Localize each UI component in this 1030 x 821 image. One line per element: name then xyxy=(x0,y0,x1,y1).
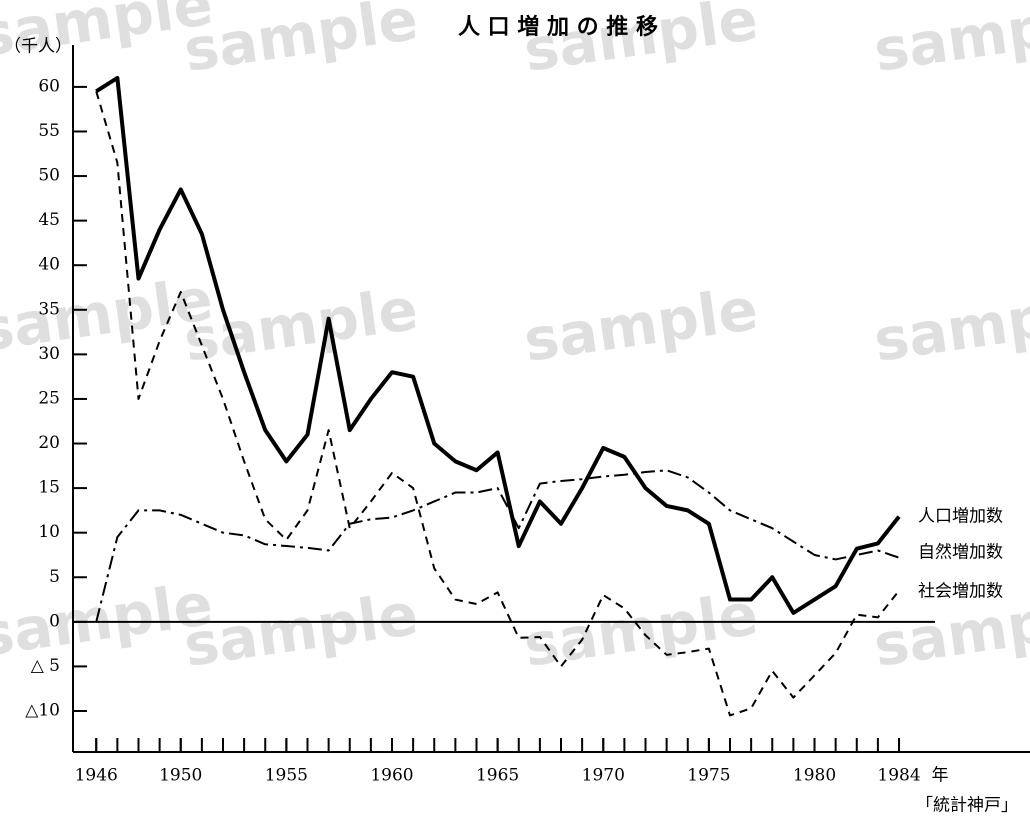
x-tick-label: 1984 xyxy=(877,766,920,786)
watermark: sample xyxy=(520,580,762,680)
series-label: 社会増加数 xyxy=(918,582,1003,602)
y-tick-label: 50 xyxy=(38,166,60,186)
y-tick-label: 25 xyxy=(38,388,60,408)
y-tick-label: 40 xyxy=(38,255,60,275)
watermark: sample xyxy=(870,0,1030,85)
series-line xyxy=(95,469,900,623)
y-tick-label: 55 xyxy=(38,121,60,141)
series-line xyxy=(95,75,901,615)
x-tick-label: 1975 xyxy=(687,766,730,786)
x-tick-label: 1970 xyxy=(582,766,625,786)
y-tick-label: 30 xyxy=(38,344,60,364)
series-label: 人口増加数 xyxy=(918,507,1003,527)
watermark: sample xyxy=(520,275,762,375)
x-tick-label: 1955 xyxy=(265,766,308,786)
y-tick-label: 0 xyxy=(49,611,60,631)
chart-title: 人 口 増 加 の 推 移 xyxy=(458,14,658,40)
y-tick-label: △10 xyxy=(25,700,60,720)
x-tick-label: 1960 xyxy=(370,766,413,786)
y-tick-label: 10 xyxy=(38,522,60,542)
watermark: sample xyxy=(0,0,217,70)
x-axis-suffix: 年 xyxy=(932,766,949,786)
y-tick-label: 60 xyxy=(38,76,60,96)
watermark: sample xyxy=(0,570,217,670)
y-tick-label: 45 xyxy=(38,210,60,230)
series-line xyxy=(95,91,900,717)
y-axis-label: （千人） xyxy=(4,37,72,57)
x-tick-label: 1946 xyxy=(75,766,118,786)
series-label: 自然増加数 xyxy=(918,543,1003,563)
watermark: sample xyxy=(180,0,422,85)
y-tick-label: 5 xyxy=(49,567,60,587)
watermark: sample xyxy=(520,0,762,85)
source: 「統計神戸」 xyxy=(916,796,1018,816)
y-tick-label: 15 xyxy=(38,478,60,498)
x-tick-label: 1965 xyxy=(476,766,519,786)
y-tick-label: 20 xyxy=(38,433,60,453)
x-tick-label: 1980 xyxy=(793,766,836,786)
watermark: sample xyxy=(0,265,217,365)
y-tick-label: 35 xyxy=(38,299,60,319)
watermark: sample xyxy=(180,580,422,680)
x-tick-label: 1950 xyxy=(159,766,202,786)
y-tick-label: △ 5 xyxy=(31,656,60,676)
watermark: sample xyxy=(870,275,1030,375)
